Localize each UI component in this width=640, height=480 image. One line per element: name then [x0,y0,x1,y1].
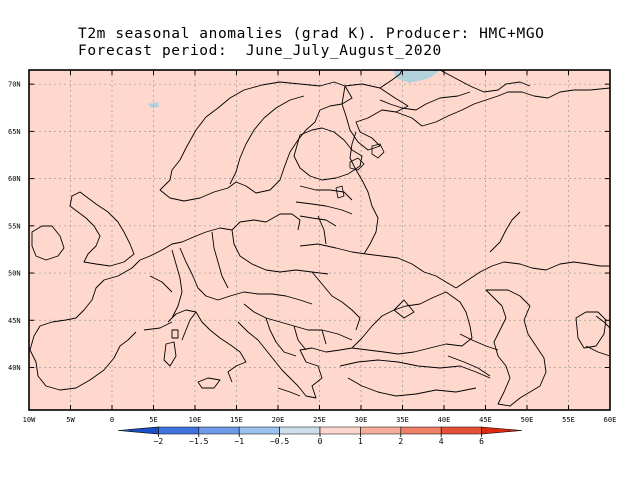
lat-label: 70N [8,81,21,89]
colorbar-swatch [319,426,361,435]
latitude-labels: 70N 65N 60N 55N 50N 45N 40N [8,81,610,372]
lon-label: 10W [23,416,36,424]
colorbar-label: 6 [479,437,484,446]
lon-label: 50E [521,416,534,424]
lon-label: 55E [562,416,575,424]
lon-label: 10E [189,416,202,424]
colorbar-label: −1.5 [189,437,208,446]
lon-label: 60E [604,416,617,424]
colorbar-swatch [279,426,321,435]
coastline-aral [575,311,607,349]
colorbar-label: 4 [439,437,444,446]
coastline-kanin-pechora [379,91,471,111]
border-central-europe [179,229,329,305]
lon-label: 15E [230,416,243,424]
lat-label: 65N [8,128,21,136]
lat-label: 45N [8,317,21,325]
lat-label: 40N [8,364,21,372]
coastline-novaya-zemlya [379,69,531,93]
colorbar-swatch [238,426,280,435]
lake-onega [371,143,385,159]
coastline-balkans-greece [237,321,353,399]
colorbar-swatch [400,426,442,435]
colorbar-label: 0 [318,437,323,446]
coastline-kola-whitesea [341,83,409,151]
lon-label: 25E [313,416,326,424]
graticule [28,70,611,410]
longitude-labels: 10W 5W 0 5E 10E 15E 20E 25E 30E 35E 40E 45E 50E 55E 60… [23,70,617,424]
border-east-frame [585,315,611,357]
colorbar-swatch [198,426,240,435]
colorbar-swatch [481,426,523,435]
colorbar-label: −0.5 [270,437,289,446]
coastline-turkey [339,359,491,397]
lon-label: 35E [396,416,409,424]
border-caucasus [447,333,499,377]
cool-anomaly-patch-novaya-zemlya [393,70,440,83]
border-balkans [243,303,353,357]
coastline-sicily-sardinia [163,329,221,389]
colorbar-label: −2 [154,437,164,446]
lon-label: 45E [479,416,492,424]
lat-label: 60N [8,175,21,183]
lat-label: 50N [8,270,21,278]
coastline-north-russia [395,87,611,127]
lon-label: 40E [438,416,451,424]
colorbar-swatch [158,426,200,435]
coastline-iberia [29,331,137,391]
border-france-germany [143,249,183,331]
lake-ladoga [349,157,365,171]
border-norway-sweden [229,95,305,185]
lon-label: 0 [110,416,114,424]
border-russia-west [349,131,379,255]
colorbar-label: 2 [398,437,403,446]
colorbar-swatch [117,426,159,435]
coastline-uk-ireland [31,191,135,267]
map-title-line2: Forecast period: June_July_August_2020 [78,43,442,59]
lon-label: 20E [272,416,285,424]
colorbar-label: 1 [358,437,363,446]
lat-label: 55N [8,222,21,230]
colorbar-swatch [440,426,482,435]
border-belarus-ukraine [299,215,457,289]
coastline-finland-baltic [293,127,363,181]
colorbar-swatch [360,426,402,435]
coastline-scandinavia [159,81,353,202]
coastline-western-europe [29,213,301,351]
colorbar: −2 −1.5 −1 −0.5 0 1 2 4 6 [117,426,523,446]
border-moldova-romania [311,271,361,331]
coastline-italy [167,309,247,383]
coastline-caspian [485,289,547,407]
map-title-line1: T2m seasonal anomalies (grad K). Produce… [78,26,545,42]
lon-label: 5W [66,416,75,424]
border-russia-kazakhstan [455,211,610,289]
coastline-black-sea [351,291,473,355]
lon-label: 30E [355,416,368,424]
lon-label: 5E [149,416,157,424]
lake-peipus [335,185,345,199]
colorbar-label: −1 [234,437,244,446]
